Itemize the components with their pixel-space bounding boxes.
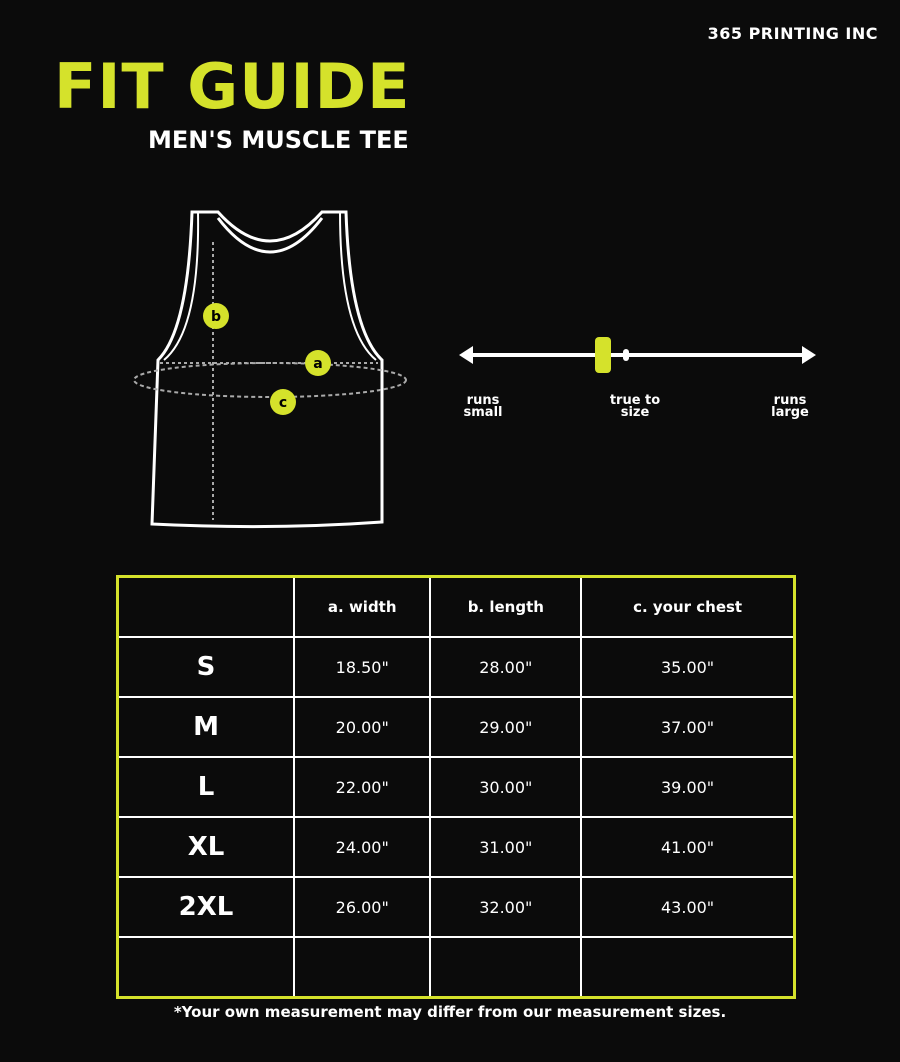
value-cell: 39.00" [580, 756, 796, 818]
value-cell [429, 936, 583, 999]
value-cell [580, 936, 796, 999]
svg-text:c: c [279, 395, 287, 411]
footnote: *Your own measurement may differ from ou… [173, 1003, 727, 1021]
label-runs-small: runs small [463, 393, 503, 420]
page-title: FIT GUIDE [54, 50, 411, 123]
size-cell: L [116, 756, 295, 818]
value-cell: 26.00" [292, 876, 432, 938]
value-cell: 30.00" [429, 756, 583, 818]
size-cell: S [116, 636, 295, 698]
size-cell: M [116, 696, 295, 758]
header-length: b. length [429, 575, 583, 638]
table-row: M 20.00" 29.00" 37.00" [116, 696, 796, 758]
table-row: L 22.00" 30.00" 39.00" [116, 756, 796, 818]
label-runs-large: runs large [771, 393, 809, 420]
tank-top-diagram: b a c [133, 210, 407, 529]
marker-b: b [203, 303, 229, 329]
arrow-right-icon [802, 346, 816, 364]
svg-text:b: b [211, 309, 221, 325]
marker-a: a [305, 350, 331, 376]
table-row: XL 24.00" 31.00" 41.00" [116, 816, 796, 878]
value-cell: 43.00" [580, 876, 796, 938]
table-row: S 18.50" 28.00" 35.00" [116, 636, 796, 698]
value-cell: 24.00" [292, 816, 432, 878]
size-cell [116, 936, 295, 999]
fit-scale [459, 337, 816, 373]
value-cell: 35.00" [580, 636, 796, 698]
arrow-left-icon [459, 346, 473, 364]
value-cell: 18.50" [292, 636, 432, 698]
svg-text:a: a [313, 356, 322, 372]
size-cell: XL [116, 816, 295, 878]
header-width: a. width [292, 575, 432, 638]
fit-marker [595, 337, 611, 373]
header-chest: c. your chest [580, 575, 796, 638]
size-cell: 2XL [116, 876, 295, 938]
value-cell: 41.00" [580, 816, 796, 878]
value-cell: 31.00" [429, 816, 583, 878]
table-row: 2XL 26.00" 32.00" 43.00" [116, 876, 796, 938]
size-table: a. width b. length c. your chest S 18.50"… [116, 575, 796, 999]
value-cell: 22.00" [292, 756, 432, 818]
value-cell: 20.00" [292, 696, 432, 758]
value-cell: 37.00" [580, 696, 796, 758]
brand: 365 PRINTING INC [707, 24, 878, 43]
table-header: a. width b. length c. your chest [116, 575, 796, 638]
label-true-to-size: true to size [609, 393, 661, 420]
value-cell: 29.00" [429, 696, 583, 758]
marker-c: c [270, 389, 296, 415]
page-subtitle: MEN'S MUSCLE TEE [148, 126, 409, 154]
value-cell: 28.00" [429, 636, 583, 698]
value-cell [292, 936, 432, 999]
value-cell: 32.00" [429, 876, 583, 938]
header-size [116, 575, 295, 638]
table-row [116, 936, 796, 999]
